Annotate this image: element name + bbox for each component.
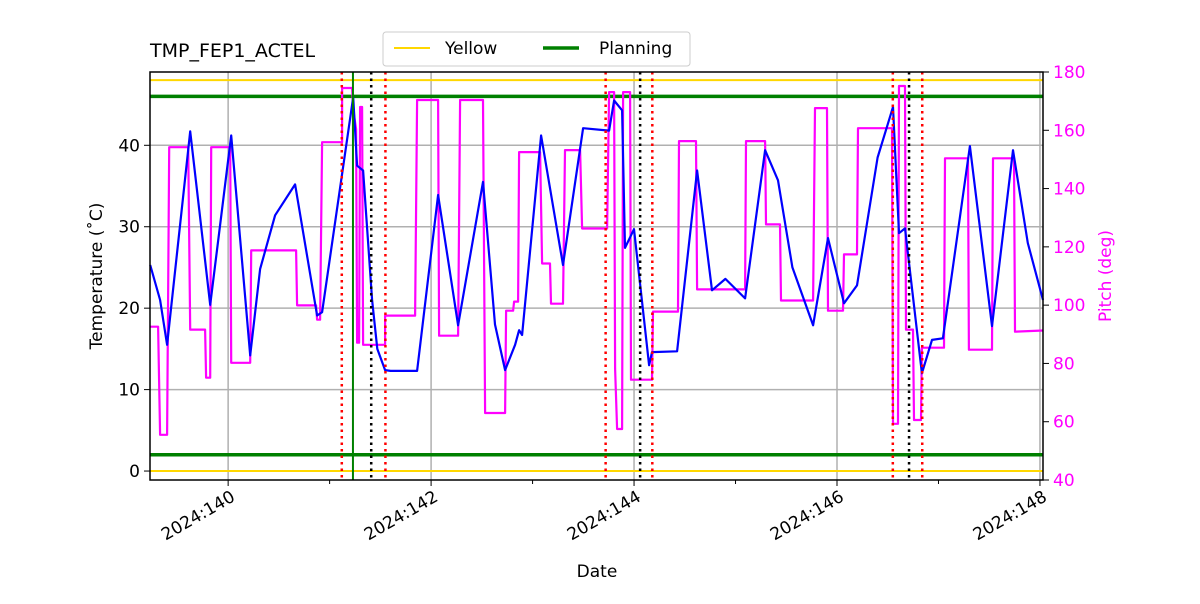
y2-axis-label: Pitch (deg) [1096, 230, 1116, 322]
x-tick-label: 2024:140 [158, 487, 239, 545]
limit-lines [150, 79, 1043, 473]
legend: Yellow Planning [382, 31, 691, 67]
y-tick-label: 10 [118, 381, 140, 401]
x-axis-label: Date [577, 562, 618, 582]
y-tick-label: 40 [118, 136, 140, 156]
temperature-line [149, 96, 1045, 375]
plot-frame [149, 71, 1044, 481]
axis-ticks: 2024:140 2024:142 2024:144 2024:146 2024:148… [118, 63, 1085, 545]
x-tick-label: 2024:142 [361, 487, 442, 545]
y2-tick-label: 180 [1053, 63, 1085, 83]
event-lines [340, 72, 924, 480]
y-tick-label: 0 [129, 462, 140, 482]
y2-tick-label: 160 [1053, 121, 1085, 141]
y2-tick-label: 140 [1053, 180, 1085, 200]
legend-label-planning: Planning [599, 39, 672, 59]
x-tick-label: 2024:144 [564, 487, 645, 545]
y-axis-label: Temperature (˚C) [86, 203, 107, 351]
y2-tick-label: 60 [1053, 413, 1075, 433]
legend-box [382, 31, 691, 67]
y2-tick-label: 40 [1053, 471, 1075, 491]
y-tick-label: 30 [118, 218, 140, 238]
y2-tick-label: 80 [1053, 354, 1075, 374]
y2-tick-label: 120 [1053, 238, 1085, 258]
x-tick-label: 2024:146 [767, 487, 848, 545]
x-tick-label: 2024:148 [970, 487, 1051, 545]
legend-label-yellow: Yellow [444, 39, 497, 59]
y-tick-label: 20 [118, 299, 140, 319]
y2-tick-label: 100 [1053, 296, 1085, 316]
chart-title: TMP_FEP1_ACTEL [149, 40, 315, 62]
